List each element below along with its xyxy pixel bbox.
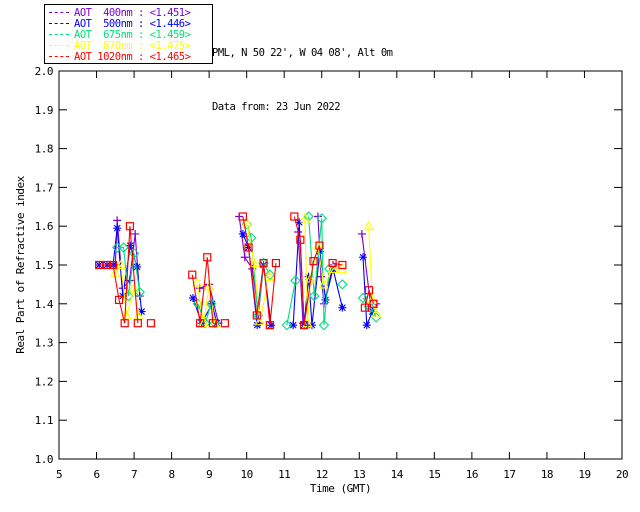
svg-text:13: 13 [353,468,365,481]
svg-text:16: 16 [466,468,478,481]
legend: AOT 400nm : <1.451> AOT 500nm : <1.446> AO… [44,4,213,64]
svg-text:8: 8 [169,468,175,481]
svg-text:6: 6 [93,468,99,481]
y-axis [59,70,622,460]
svg-text:1.6: 1.6 [35,220,53,233]
x-axis [58,71,623,459]
legend-line-sample [49,23,69,24]
legend-item-: AOT 400nm : <1.451> [49,6,209,19]
svg-text:2.0: 2.0 [35,65,53,78]
series-AOT-675nm [111,211,382,331]
legend-label: AOT 400nm : <1.451> [74,6,191,19]
legend-label: AOT 500nm : <1.446> [74,17,191,30]
svg-text:9: 9 [206,468,212,481]
legend-item-: AOT 500nm : <1.446> [49,17,209,30]
data-date: Data from: 23 Jun 2022 [212,101,341,113]
svg-text:1.8: 1.8 [35,143,53,156]
svg-text:1.2: 1.2 [35,375,53,388]
svg-text:20: 20 [616,468,628,481]
svg-text:1.1: 1.1 [35,414,53,427]
svg-text:1.5: 1.5 [35,259,53,272]
legend-item-: AOT 675nm : <1.459> [49,28,209,41]
svg-text:7: 7 [131,468,137,481]
y-axis-title: Real Part of Refractive index [14,175,27,353]
legend-line-sample [49,12,69,13]
svg-text:14: 14 [391,468,404,481]
legend-line-sample [49,34,69,35]
legend-item-1020nm: AOT 1020nm : <1.465> [49,50,209,63]
svg-text:1.7: 1.7 [35,181,53,194]
legend-label: AOT 675nm : <1.459> [74,28,191,41]
y-tick-labels: 1.0 1.1 1.2 1.3 1.4 1.5 1.6 1.7 1.8 1.9 2.0 [35,65,55,466]
svg-text:18: 18 [541,468,553,481]
x-axis-title: Time (GMT) [310,482,371,495]
header: PML, N 50 22', W 04 08', Alt 0m Data fro… [212,8,393,152]
legend-label: AOT 1020nm : <1.465> [74,50,191,63]
svg-text:1.9: 1.9 [35,104,53,117]
svg-text:12: 12 [316,468,328,481]
svg-text:17: 17 [503,468,515,481]
legend-line-sample [49,56,69,57]
legend-line-sample [49,45,69,46]
station-info: PML, N 50 22', W 04 08', Alt 0m [212,47,393,59]
svg-text:1.4: 1.4 [35,298,54,311]
svg-text:10: 10 [241,468,253,481]
series-AOT-1020nm [95,212,378,330]
svg-text:1.0: 1.0 [35,453,53,466]
svg-text:1.3: 1.3 [35,337,53,350]
svg-text:5: 5 [56,468,62,481]
svg-text:15: 15 [428,468,440,481]
svg-text:19: 19 [578,468,590,481]
legend-label: AOT 870nm : <1.475> [74,39,191,52]
legend-item-: AOT 870nm : <1.475> [49,39,209,52]
svg-text:11: 11 [278,468,290,481]
x-tick-labels: 5 6 7 8 9 10 11 12 13 14 15 16 17 18 19 20 [56,468,629,481]
